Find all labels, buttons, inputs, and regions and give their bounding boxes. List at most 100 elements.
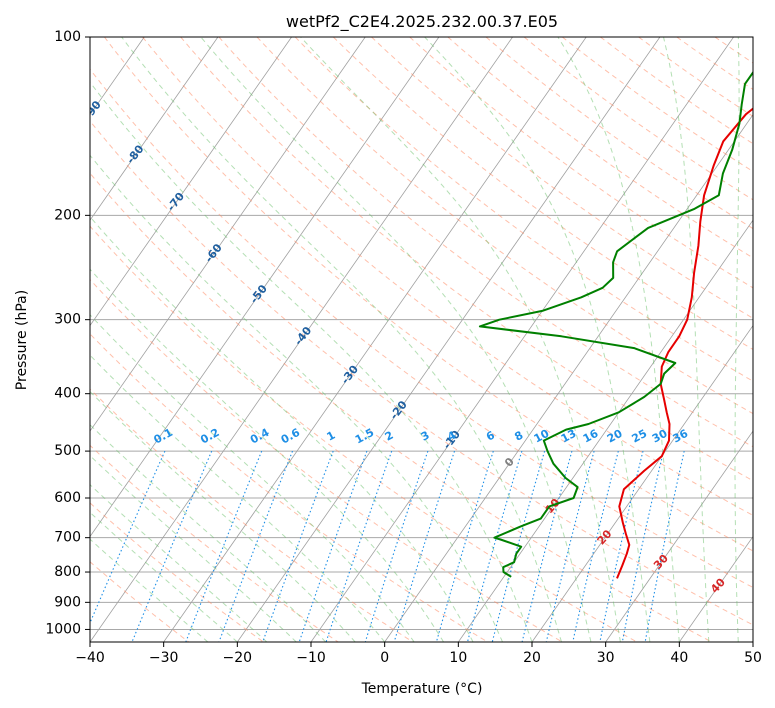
dewpoint-profile-line — [478, 70, 753, 578]
mixing-ratio-label: 16 — [581, 427, 601, 446]
moist-adiabat-line — [734, 37, 740, 642]
dry-adiabat-line — [371, 37, 753, 319]
x-tick-label: 0 — [380, 650, 389, 666]
x-tick-label: 20 — [523, 650, 541, 666]
isotherm-line — [679, 535, 753, 642]
moist-adiabat-line — [90, 390, 356, 642]
adiabat-labels: -100-90-80-70-60-50-40-30-20-10010203040… — [35, 53, 728, 596]
mixing-ratio-line — [185, 450, 263, 642]
moist-adiabat-line — [300, 37, 621, 642]
isotherm-line — [90, 37, 513, 642]
dry-adiabat-label: -90 — [81, 98, 104, 122]
chart-title: wetPf2_C2E4.2025.232.00.37.E05 — [286, 12, 558, 32]
mixing-ratio-label: 6 — [484, 428, 497, 443]
y-tick-label: 1000 — [45, 621, 81, 637]
dry-adiabat-line — [485, 37, 753, 230]
moist-adiabat-line — [90, 268, 445, 642]
dry-adiabat-line — [676, 37, 753, 91]
dry-adiabat-label: -60 — [202, 241, 225, 265]
moist-adiabat-line — [90, 215, 474, 642]
moist-adiabat-label: 30 — [651, 552, 671, 572]
mixing-ratio-line — [298, 450, 368, 642]
moist-adiabat-label: 0 — [502, 455, 517, 470]
mixing-ratio-label: 0.6 — [279, 426, 303, 447]
dry-adiabat-label: -100 — [35, 53, 62, 83]
mixing-ratio-line — [262, 450, 334, 642]
x-axis-label: Temperature (°C) — [361, 681, 483, 697]
y-tick-label: 200 — [54, 207, 81, 223]
y-tick-label: 500 — [54, 443, 81, 459]
y-tick-label: 900 — [54, 594, 81, 610]
mixing-ratio-line — [621, 450, 665, 642]
mixing-ratio-label: 36 — [671, 427, 691, 446]
dry-adiabat-label: -20 — [387, 398, 410, 422]
mixing-ratio-line — [644, 450, 685, 642]
isotherm-line — [0, 37, 71, 642]
moist-adiabat-line — [90, 538, 209, 642]
dry-adiabat-line — [714, 37, 753, 64]
mixing-ratio-line — [218, 450, 294, 642]
moist-adiabat-line — [90, 314, 415, 642]
dry-adiabat-line — [90, 225, 638, 642]
y-tick-label: 400 — [54, 386, 81, 402]
dry-adiabat-label: -30 — [339, 363, 362, 387]
isotherm-line — [90, 37, 219, 221]
y-axis-label: Pressure (hPa) — [14, 290, 30, 390]
temperature-profile-line — [616, 107, 753, 579]
isotherm-line — [531, 324, 753, 642]
dry-adiabat-label: -70 — [165, 190, 188, 214]
mixing-ratio-line — [466, 450, 523, 642]
dry-adiabat-label: -80 — [124, 142, 147, 166]
dry-adiabat-line — [752, 37, 753, 38]
isotherm-line — [752, 641, 753, 642]
dry-adiabat-line — [142, 37, 753, 516]
moist-adiabat-line — [200, 37, 592, 642]
isotherm-line — [237, 37, 661, 642]
x-tick-label: −10 — [296, 650, 326, 666]
mixing-ratio-label: 20 — [605, 427, 625, 446]
dry-adiabat-line — [90, 444, 339, 642]
x-tick-label: 50 — [744, 650, 762, 666]
isotherm-line — [90, 37, 292, 327]
dry-adiabat-line — [447, 37, 753, 259]
x-tick-label: 30 — [597, 650, 615, 666]
moist-adiabat-line — [424, 37, 651, 642]
mixing-ratio-line — [521, 450, 573, 642]
dry-adiabat-line — [90, 172, 712, 642]
dry-adiabat-line — [332, 37, 753, 351]
x-tick-label: −20 — [223, 650, 253, 666]
dry-adiabat-line — [104, 37, 753, 552]
y-tick-label: 700 — [54, 530, 81, 546]
moist-adiabat-line — [90, 424, 327, 642]
mixing-ratio-label: 8 — [512, 429, 525, 444]
dry-adiabat-line — [409, 37, 753, 289]
dry-adiabat-line — [90, 388, 414, 642]
dry-adiabat-line — [90, 333, 488, 642]
mixing-ratio-line — [364, 450, 429, 642]
x-tick-label: −30 — [149, 650, 179, 666]
mixing-ratio-label: 25 — [630, 427, 650, 446]
moist-adiabat-label: 20 — [595, 527, 615, 547]
moist-adiabat-line — [90, 81, 533, 642]
profile-lines — [478, 70, 753, 579]
moist-adiabat-line — [90, 354, 386, 642]
x-tick-label: 40 — [670, 650, 688, 666]
mixing-ratio-line — [435, 450, 494, 642]
mixing-ratio-label: 1 — [325, 429, 338, 444]
isotherm-line — [90, 37, 440, 538]
mixing-ratio-label: 0.1 — [152, 426, 175, 447]
isotherm-line — [163, 37, 587, 642]
plot-frame — [89, 36, 754, 643]
dry-adiabat-label: -50 — [247, 282, 270, 306]
isotherm-line — [310, 37, 734, 642]
mixing-ratio-label: 3 — [419, 429, 432, 444]
dry-adiabat-line — [638, 37, 753, 117]
isotherm-line — [458, 219, 753, 642]
axes: −40 −30 −20 −10 0 10 20 30 40 5010020030040050060… — [45, 29, 762, 666]
moist-adiabat-line — [90, 454, 297, 642]
moist-adiabat-line — [557, 37, 680, 642]
mixing-ratio-line — [325, 450, 393, 642]
moist-adiabat-line — [121, 37, 562, 642]
y-tick-label: 100 — [54, 29, 81, 45]
